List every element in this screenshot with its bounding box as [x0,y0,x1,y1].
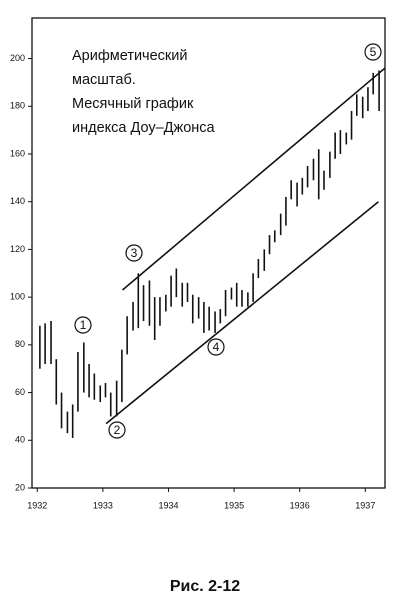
marker-label: 2 [114,423,121,437]
y-tick-label: 140 [10,196,25,206]
trend-line [122,67,386,291]
x-tick-label: 1935 [224,500,244,510]
y-tick-label: 120 [10,244,25,254]
annotation: Арифметический [72,48,187,64]
x-tick-label: 1933 [93,500,113,510]
x-tick-label: 1934 [158,500,178,510]
y-tick-label: 180 [10,101,25,111]
marker-label: 1 [80,318,87,332]
annotation: масштаб. [72,72,136,88]
marker-circle [364,43,382,61]
x-tick-label: 1936 [290,500,310,510]
y-tick-label: 200 [10,53,25,63]
y-tick-label: 100 [10,292,25,302]
marker-circle [108,421,126,439]
marker-circle [74,316,92,334]
marker-label: 5 [370,45,377,59]
y-tick-label: 80 [15,339,25,349]
marker-circle [125,244,143,262]
marker-label: 4 [213,340,220,354]
y-tick-label: 20 [15,482,25,492]
annotation: Месячный график [72,96,194,112]
y-tick-label: 160 [10,148,25,158]
plot-frame [31,17,386,489]
y-tick-label: 40 [15,435,25,445]
caption: Рис. 2-12 [170,578,240,595]
x-tick-label: 1937 [355,500,375,510]
annotation: индекса Доу–Джонса [72,120,216,136]
y-tick-label: 60 [15,387,25,397]
marker-label: 3 [131,246,138,260]
marker-circle [207,338,225,356]
trend-line [105,201,379,425]
x-tick-label: 1932 [27,500,47,510]
